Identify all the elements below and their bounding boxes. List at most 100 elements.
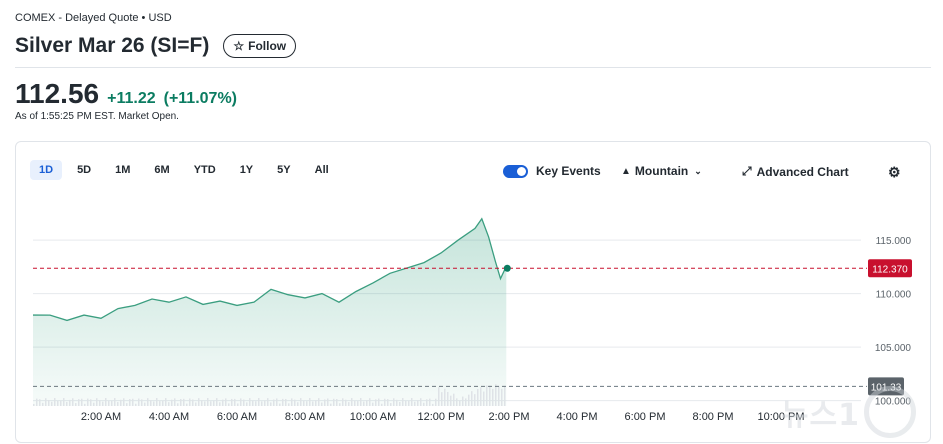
volume-bar <box>447 391 449 406</box>
volume-bar <box>312 401 314 406</box>
volume-bar <box>468 394 470 406</box>
volume-bar <box>405 400 407 406</box>
watermark-logo: 뉴스1 <box>781 386 916 438</box>
toggle-switch[interactable] <box>503 164 528 178</box>
volume-bar <box>252 400 254 406</box>
volume-bar <box>327 398 329 406</box>
volume-bar <box>213 400 215 406</box>
x-tick-label: 10:00 AM <box>350 411 396 423</box>
volume-bar <box>309 398 311 406</box>
range-1y[interactable]: 1Y <box>239 164 254 176</box>
volume-bar <box>429 398 431 406</box>
volume-bar <box>75 403 77 406</box>
range-ytd[interactable]: YTD <box>193 164 216 176</box>
volume-bar <box>117 402 119 406</box>
volume-bar <box>231 398 233 406</box>
volume-bar <box>150 400 152 406</box>
x-tick-label: 12:00 PM <box>417 411 464 423</box>
volume-bar <box>363 401 365 406</box>
volume-bar <box>102 401 104 406</box>
settings-button[interactable]: ⚙ <box>888 164 901 181</box>
range-1m[interactable]: 1M <box>115 164 131 176</box>
volume-bar <box>228 403 230 406</box>
volume-bar <box>282 398 284 406</box>
volume-bar <box>270 402 272 406</box>
volume-bar <box>96 398 98 406</box>
key-events-toggle[interactable]: Key Events <box>503 164 601 178</box>
volume-bar <box>465 398 467 406</box>
volume-bar <box>492 388 494 406</box>
chart-card: 115.000 110.000 105.000 100.000 112.370 101.3… <box>15 141 931 443</box>
volume-bar <box>498 386 500 406</box>
header-divider <box>15 67 931 68</box>
volume-bar <box>267 398 269 406</box>
x-tick-label: 4:00 PM <box>557 411 598 423</box>
volume-bar <box>108 401 110 406</box>
volume-bar <box>276 398 278 406</box>
volume-bar <box>162 400 164 406</box>
volume-bar <box>285 398 287 406</box>
range-5d[interactable]: 5D <box>77 164 92 176</box>
range-5y[interactable]: 5Y <box>277 164 291 176</box>
volume-bar <box>69 399 71 406</box>
quote-timestamp: As of 1:55:25 PM EST. Market Open. <box>15 111 179 122</box>
volume-bar <box>207 398 209 406</box>
volume-bar <box>495 384 497 406</box>
volume-bar <box>33 403 35 406</box>
volume-bar <box>225 398 227 406</box>
volume-bar <box>489 385 491 406</box>
volume-bar <box>342 398 344 406</box>
volume-bar <box>486 385 488 406</box>
volume-bar <box>168 402 170 406</box>
volume-bar <box>423 402 425 406</box>
range-1d[interactable]: 1D <box>30 160 63 180</box>
gear-icon: ⚙ <box>888 164 901 180</box>
expand-icon: ⤢ <box>742 164 752 178</box>
x-tick-label: 10:00 PM <box>757 411 804 423</box>
volume-bar <box>351 398 353 406</box>
volume-bar <box>279 403 281 406</box>
advanced-chart-button[interactable]: ⤢ Advanced Chart <box>742 164 849 179</box>
volume-bar <box>156 398 158 406</box>
volume-bar <box>123 398 125 406</box>
volume-bar <box>432 403 434 406</box>
volume-bar <box>255 401 257 406</box>
volume-bar <box>141 399 143 406</box>
price-change-percent: (+11.07%) <box>163 90 237 107</box>
volume-bar <box>186 403 188 406</box>
volume-bar <box>390 403 392 406</box>
volume-bar <box>195 402 197 406</box>
volume-bar <box>291 398 293 406</box>
follow-button[interactable]: ☆ Follow <box>223 34 297 58</box>
x-tick-label: 8:00 PM <box>693 411 734 423</box>
chevron-down-icon: ⌄ <box>694 165 702 176</box>
title-row: Silver Mar 26 (SI=F) ☆ Follow <box>15 34 297 58</box>
volume-bar <box>462 396 464 406</box>
volume-bar <box>441 392 443 406</box>
watermark-text: 뉴스1 <box>780 398 860 433</box>
range-all[interactable]: All <box>314 164 329 176</box>
volume-bar <box>54 398 56 406</box>
current-price-tag <box>868 259 912 278</box>
chart-type-dropdown[interactable]: ▲ Mountain ⌄ <box>621 164 702 178</box>
volume-bar <box>45 398 47 406</box>
x-tick-label: 2:00 AM <box>81 411 121 423</box>
volume-bar <box>111 400 113 406</box>
volume-bar <box>78 399 80 406</box>
volume-bar <box>48 400 50 406</box>
volume-bar <box>234 398 236 406</box>
volume-bar <box>51 401 53 406</box>
volume-bar <box>294 399 296 406</box>
volume-bar <box>264 400 266 406</box>
volume-bar <box>243 399 245 406</box>
range-6m[interactable]: 6M <box>154 164 170 176</box>
range-selector: 1D 5D 1M 6M YTD 1Y 5Y All <box>30 160 344 180</box>
follow-label: Follow <box>248 39 287 53</box>
volume-bar <box>165 398 167 406</box>
volume-bar <box>261 401 263 406</box>
volume-bar <box>438 387 440 406</box>
volume-bar <box>273 399 275 406</box>
page-title: Silver Mar 26 (SI=F) <box>15 34 210 57</box>
volume-bar <box>330 403 332 406</box>
x-tick-label: 4:00 AM <box>149 411 189 423</box>
